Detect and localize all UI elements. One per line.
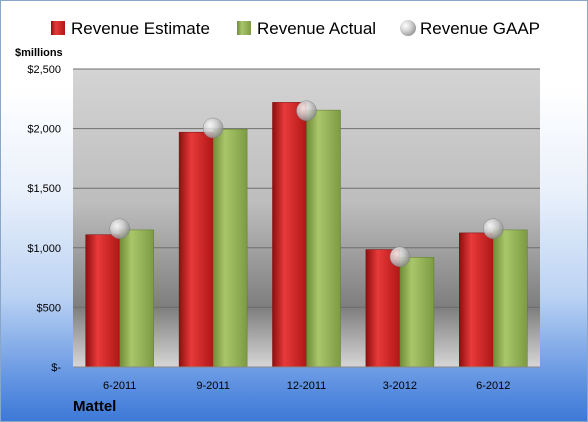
legend-marker-gaap bbox=[400, 20, 416, 36]
bar-revenue-estimate bbox=[272, 102, 307, 368]
marker-revenue-gaap bbox=[296, 100, 317, 121]
bar-revenue-actual bbox=[493, 229, 528, 368]
y-tick-label: $2,500 bbox=[27, 64, 61, 76]
y-tick-labels: $- $500 $1,000 $1,500 $2,000 $2,500 bbox=[27, 64, 61, 374]
bar-revenue-estimate bbox=[85, 234, 120, 368]
bar-revenue-estimate bbox=[459, 232, 494, 368]
company-label: Mattel bbox=[73, 398, 116, 415]
y-tick-label: $2,000 bbox=[27, 124, 61, 136]
x-tick-label: 3-2012 bbox=[383, 380, 417, 392]
x-tick-label: 6-2012 bbox=[476, 380, 510, 392]
marker-revenue-gaap bbox=[202, 117, 224, 139]
legend: Revenue Estimate Revenue Actual Revenue … bbox=[51, 19, 540, 38]
marker-revenue-gaap bbox=[109, 218, 130, 239]
legend-label-gaap: Revenue GAAP bbox=[420, 19, 540, 38]
x-tick-label: 12-2011 bbox=[287, 380, 327, 392]
bar-revenue-estimate bbox=[365, 249, 401, 368]
y-axis-unit-label: $millions bbox=[15, 47, 63, 59]
bar-revenue-actual bbox=[212, 128, 248, 368]
legend-label-actual: Revenue Actual bbox=[257, 19, 376, 38]
y-tick-label: $1,500 bbox=[27, 183, 61, 195]
x-tick-label: 9-2011 bbox=[196, 380, 229, 392]
legend-swatch-estimate bbox=[51, 21, 65, 35]
gaap-markers bbox=[109, 100, 504, 267]
x-tick-label: 6-2011 bbox=[103, 380, 136, 392]
bar-revenue-actual bbox=[119, 229, 154, 368]
y-tick-label: $- bbox=[51, 362, 61, 374]
bars bbox=[85, 102, 528, 368]
bar-revenue-estimate bbox=[178, 131, 214, 368]
y-tick-label: $500 bbox=[37, 302, 61, 314]
marker-revenue-gaap bbox=[483, 218, 504, 239]
bar-revenue-actual bbox=[306, 109, 341, 368]
y-tick-label: $1,000 bbox=[27, 243, 61, 255]
legend-swatch-actual bbox=[237, 21, 251, 35]
bar-revenue-actual bbox=[399, 257, 435, 368]
marker-revenue-gaap bbox=[389, 246, 411, 267]
x-tick-labels: 6-2011 9-2011 12-2011 3-2012 6-2012 bbox=[103, 380, 510, 392]
legend-label-estimate: Revenue Estimate bbox=[71, 19, 210, 38]
